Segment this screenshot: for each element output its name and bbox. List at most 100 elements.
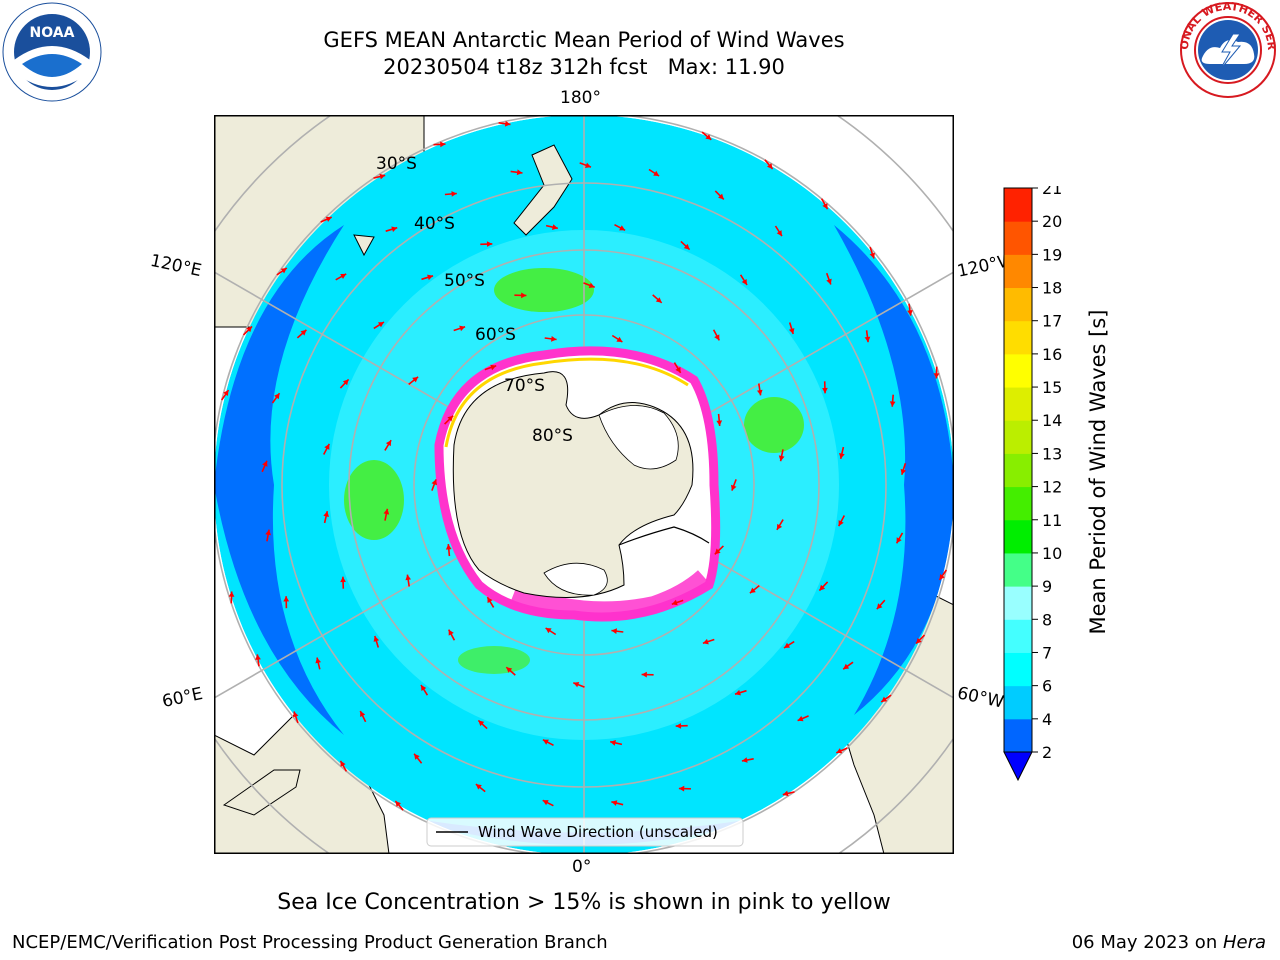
wave-arrow-head	[342, 379, 349, 386]
wave-arrow-head	[360, 711, 366, 717]
pacific-edge-land	[834, 115, 954, 185]
wave-arrow-head	[451, 191, 457, 197]
wave-arrow-head	[675, 723, 682, 729]
wave-arrow-head	[300, 329, 307, 336]
wave-arrow-head	[826, 278, 832, 285]
colorbar-tick-label: 21	[1042, 186, 1062, 198]
colorbar-extend	[1003, 751, 1033, 782]
wave-arrow-head	[478, 720, 485, 727]
colorbar-tick-label: 15	[1042, 378, 1062, 397]
wave-arrow-head	[611, 800, 618, 806]
colorbar-tick-label: 4	[1042, 710, 1052, 729]
lat-label-80s: 80°S	[532, 426, 573, 446]
map-legend: Wind Wave Direction (unscaled)	[426, 817, 744, 847]
lon-label-120e: 120°E	[148, 250, 204, 282]
wave-arrow-head	[395, 801, 401, 807]
colorbar-cell	[1004, 552, 1032, 587]
wave-arrow-head	[255, 654, 261, 660]
wave-arrow-head	[619, 225, 626, 231]
wave-arrow-head	[836, 748, 843, 754]
wave-arrow-head	[678, 785, 685, 792]
wave-arrow-head	[447, 415, 454, 422]
colorbar-tick-label: 7	[1042, 643, 1052, 662]
lon-label-60e: 60°E	[160, 683, 205, 713]
polar-map: 30°S 40°S 50°S 60°S 70°S 80°S Wind Wave …	[214, 115, 954, 854]
wave-arrow-head	[228, 591, 235, 597]
wave-arrow-head	[916, 637, 922, 644]
colorbar-cell	[1004, 353, 1032, 388]
wave-arrow-head	[933, 373, 940, 379]
colorbar-tick-label: 13	[1042, 444, 1062, 463]
colorbar-cell	[1004, 420, 1032, 454]
wave-arrow-head	[776, 523, 783, 530]
ross-ice-shelf	[598, 405, 679, 470]
lat-labels: 30°S 40°S 50°S 60°S 70°S 80°S	[376, 154, 573, 446]
wave-arrow-head	[414, 753, 420, 760]
colorbar-tick-label: 10	[1042, 544, 1062, 563]
wave-arrow-head	[427, 274, 433, 281]
ronne-ice-shelf	[543, 562, 608, 596]
wave-arrow-head	[378, 322, 384, 328]
colorbar-cell	[1004, 188, 1032, 222]
antarctic-peninsula	[618, 526, 710, 546]
wave-arrow-head	[675, 366, 681, 373]
wave-arrow-head	[521, 292, 527, 299]
swell-patch-east	[744, 397, 804, 453]
wave-arrow-head	[421, 685, 427, 691]
swell-patch-south	[458, 646, 530, 674]
wave-arrow-head	[487, 597, 493, 604]
colorbar-cell	[1004, 586, 1032, 620]
wave-arrow-head	[412, 376, 419, 383]
wave-arrow-head	[431, 479, 437, 486]
wave-arrow-head	[280, 268, 287, 274]
colorbar-tick-label: 14	[1042, 411, 1062, 430]
wave-arrow-head	[778, 455, 785, 462]
wave-arrow-head	[616, 336, 623, 342]
wave-arrow-head	[379, 173, 386, 180]
swell-patch-west	[344, 460, 404, 540]
chart-subtitle: 20230504 t18z 312h fcst Max: 11.90	[383, 55, 785, 79]
machine-name: Hera	[1222, 932, 1266, 953]
colorbar-tick-label: 12	[1042, 478, 1062, 497]
wave-arrow-head	[839, 453, 845, 459]
swell-patch-north	[494, 268, 594, 312]
nws-logo: NATIONAL WEATHER SERVICE	[1178, 0, 1278, 98]
wave-arrow-head	[671, 599, 678, 606]
wave-arrow-head	[907, 310, 913, 316]
wave-arrow-head	[896, 537, 902, 544]
date-stamp: 06 May 2023 on Hera	[1072, 932, 1266, 953]
legend-label: Wind Wave Direction (unscaled)	[478, 823, 718, 841]
colorbar-cell	[1004, 453, 1032, 488]
lon-label-60w: 60°W	[955, 683, 1006, 713]
colorbar-cell	[1004, 652, 1032, 687]
wave-arrow-head	[262, 460, 268, 467]
wave-arrow-head	[876, 603, 883, 610]
lat-label-30s: 30°S	[376, 154, 417, 174]
lat-label-50s: 50°S	[444, 271, 485, 291]
wave-arrow-head	[716, 420, 723, 426]
wave-arrow-head	[757, 389, 763, 396]
colorbar-cell	[1004, 486, 1032, 521]
wave-arrow-head	[610, 740, 616, 746]
wave-arrow-head	[741, 757, 748, 763]
colorbar-tick-label: 6	[1042, 677, 1052, 696]
wave-arrow-head	[819, 584, 826, 591]
wave-arrow-head	[718, 193, 724, 200]
colorbar-cell	[1004, 619, 1032, 653]
lat-label-60s: 60°S	[475, 325, 516, 345]
wave-arrow-head	[641, 671, 647, 678]
wave-arrow-head	[714, 334, 720, 341]
map-border	[214, 115, 954, 854]
wave-arrow-head	[552, 224, 558, 230]
credit-text: NCEP/EMC/Verification Post Processing Pr…	[12, 932, 608, 953]
wave-arrow-head	[731, 484, 737, 491]
wave-arrow-head	[542, 739, 549, 745]
new-zealand	[513, 144, 573, 236]
sea-ice-note: Sea Ice Concentration > 15% is shown in …	[277, 890, 891, 915]
colorbar-tick-label: 8	[1042, 610, 1052, 629]
wave-arrow-head	[383, 508, 390, 515]
wave-arrow-head	[588, 282, 595, 288]
wave-arrow-head	[448, 629, 454, 636]
wave-arrow-head	[246, 326, 252, 333]
colorbar-cell	[1004, 387, 1032, 421]
